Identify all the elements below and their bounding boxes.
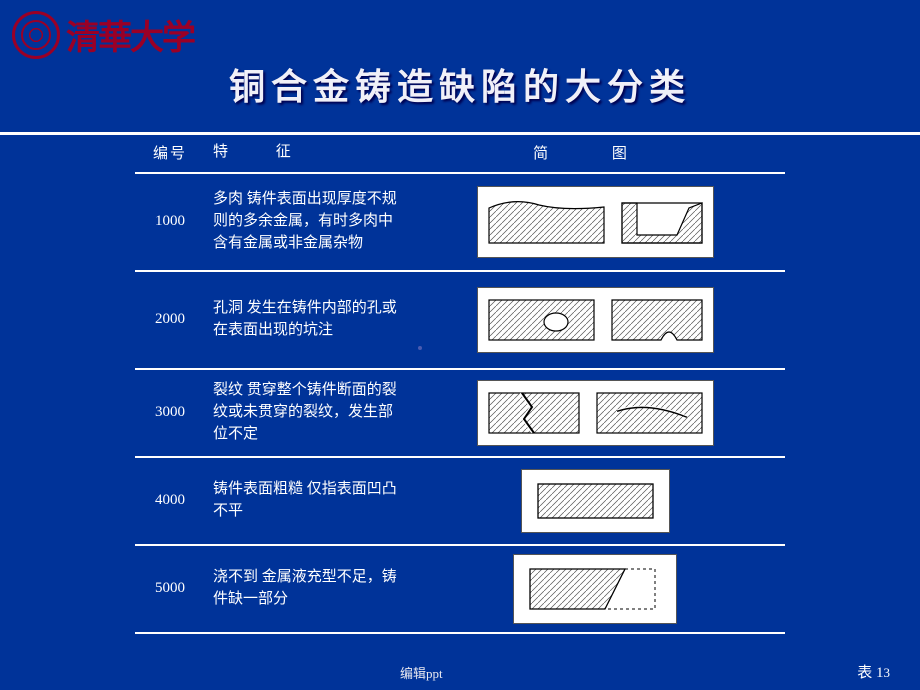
- table-number: 表 1: [857, 665, 883, 681]
- cell-id: 1000: [135, 173, 205, 271]
- diagram-shape: [617, 193, 707, 251]
- diagram-1000: [477, 186, 714, 258]
- cell-feature: 铸件表面粗糙 仅指表面凹凸不平: [205, 457, 405, 545]
- cell-diagram: [405, 545, 785, 633]
- university-logo: 清華大学: [12, 10, 194, 59]
- cell-id: 4000: [135, 457, 205, 545]
- cell-diagram: [405, 369, 785, 457]
- table-row: 1000 多肉 铸件表面出现厚度不规则的多余金属，有时多肉中含有金属或非金属杂物: [135, 173, 785, 271]
- cell-diagram: [405, 457, 785, 545]
- table-row: 3000 裂纹 贯穿整个铸件断面的裂纹或未贯穿的裂纹，发生部位不定: [135, 369, 785, 457]
- logo-emblem: [12, 11, 60, 59]
- footer-label: 编辑ppt: [400, 663, 443, 682]
- cell-id: 5000: [135, 545, 205, 633]
- table-header-row: 编号 特 征 简 图: [135, 133, 785, 173]
- cell-diagram: [405, 173, 785, 271]
- diagram-shape: [607, 294, 707, 346]
- table-row: 5000 浇不到 金属液充型不足，铸件缺一部分: [135, 545, 785, 633]
- defect-table: 编号 特 征 简 图 1000 多肉 铸件表面出现厚度不规则的多余金属，有时多肉…: [135, 132, 785, 634]
- table-row: 4000 铸件表面粗糙 仅指表面凹凸不平: [135, 457, 785, 545]
- cell-feature: 浇不到 金属液充型不足，铸件缺一部分: [205, 545, 405, 633]
- diagram-3000: [477, 380, 714, 446]
- cell-feature: 多肉 铸件表面出现厚度不规则的多余金属，有时多肉中含有金属或非金属杂物: [205, 173, 405, 271]
- diagram-shape: [520, 561, 670, 617]
- diagram-shape: [592, 387, 707, 439]
- logo-text: 清華大学: [66, 10, 194, 59]
- header-diagram: 简 图: [405, 133, 785, 173]
- cell-diagram: [405, 271, 785, 369]
- header-feature: 特 征: [205, 133, 405, 173]
- footer-right: 表 13: [857, 661, 890, 682]
- diagram-shape: [528, 476, 663, 526]
- diagram-2000: [477, 287, 714, 353]
- diagram-shape: [484, 193, 609, 251]
- table-row: 2000 孔洞 发生在铸件内部的孔或在表面出现的坑注: [135, 271, 785, 369]
- diagram-5000: [513, 554, 677, 624]
- diagram-shape: [484, 387, 584, 439]
- cell-id: 3000: [135, 369, 205, 457]
- cell-id: 2000: [135, 271, 205, 369]
- cell-feature: 裂纹 贯穿整个铸件断面的裂纹或未贯穿的裂纹，发生部位不定: [205, 369, 405, 457]
- header-id: 编号: [135, 133, 205, 173]
- diagram-4000: [521, 469, 670, 533]
- cell-feature: 孔洞 发生在铸件内部的孔或在表面出现的坑注: [205, 271, 405, 369]
- page-number: 3: [884, 665, 891, 680]
- diagram-shape: [484, 294, 599, 346]
